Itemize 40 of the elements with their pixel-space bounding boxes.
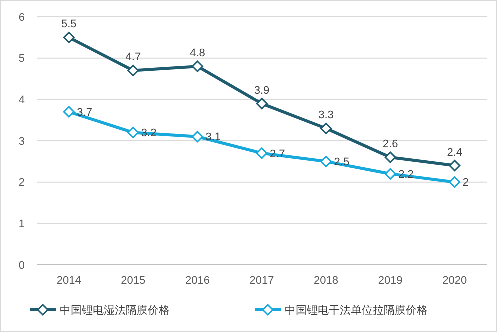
point [384, 152, 396, 164]
y-tick-label: 0 [18, 260, 25, 272]
point [63, 106, 75, 118]
point [256, 148, 268, 160]
y-tick-label: 4 [18, 94, 25, 107]
point [63, 32, 75, 44]
point [192, 131, 204, 143]
x-tick-label: 2018 [314, 275, 339, 287]
data-label: 5.5 [61, 18, 77, 31]
point [449, 176, 461, 188]
data-label: 3.3 [318, 110, 334, 122]
data-label: 3.2 [141, 128, 157, 140]
point [192, 60, 204, 72]
point [320, 156, 332, 168]
data-label: 3.7 [77, 106, 92, 119]
y-tick-label: 1 [18, 218, 25, 231]
data-label: 3.9 [254, 84, 270, 97]
point [384, 168, 396, 180]
y-tick-label: 5 [18, 53, 25, 66]
data-label: 4.7 [126, 52, 142, 64]
y-tick-label: 6 [18, 12, 25, 24]
y-tick-label: 2 [18, 177, 25, 190]
point [320, 122, 332, 134]
x-tick-label: 2019 [378, 275, 403, 287]
data-label: 4.8 [190, 48, 206, 60]
x-tick-label: 2016 [185, 275, 210, 287]
legend-label: 中国锂电湿法隔膜价格 [60, 304, 170, 317]
data-label: 2.6 [382, 138, 398, 151]
y-tick-label: 3 [18, 136, 25, 148]
point [128, 126, 140, 138]
point [449, 160, 461, 172]
x-tick-label: 2020 [442, 275, 468, 287]
point [256, 98, 268, 110]
legend-label: 中国锂电干法单位拉隔膜价格 [285, 304, 428, 317]
x-tick-label: 2014 [56, 275, 82, 287]
x-tick-label: 2017 [250, 275, 274, 287]
data-label: 2 [462, 177, 469, 190]
data-label: 2.4 [447, 146, 463, 159]
x-tick-label: 2015 [121, 275, 146, 287]
point [128, 64, 140, 76]
